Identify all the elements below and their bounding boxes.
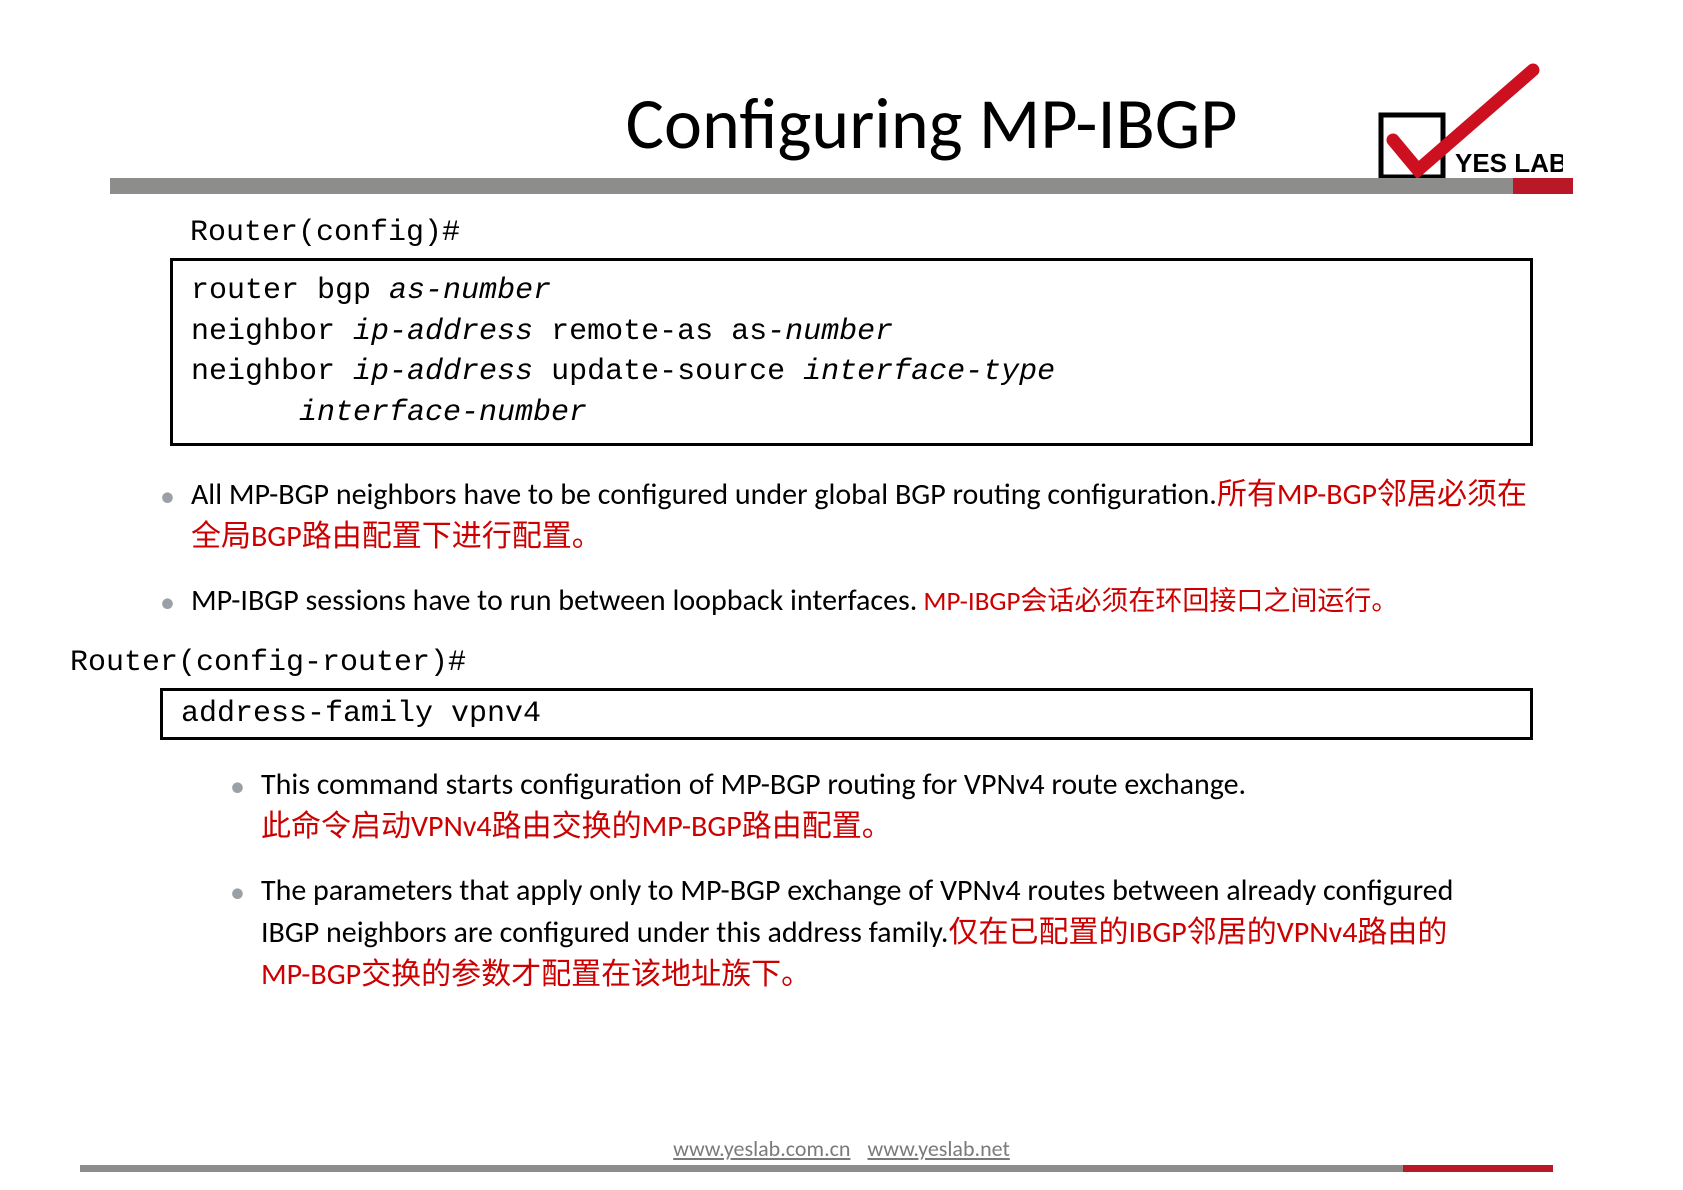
bullet-en: MP-IBGP sessions have to run between loo… — [191, 582, 917, 619]
code-text: remote-as as — [533, 315, 767, 349]
code-box-1: router bgp as-number neighbor ip-address… — [170, 258, 1533, 446]
title-row: Configuring MP-IBGP YES LAB — [130, 80, 1553, 168]
footer: www.yeslab.com.cn www.yeslab.net — [0, 1136, 1683, 1172]
code-param: ip-address — [353, 315, 533, 349]
bullet-zh: MP-IBGP会话必须在环回接口之间运行。 — [917, 585, 1398, 618]
bullet-dot-icon: • — [230, 766, 245, 808]
bullet-dot-icon: • — [160, 582, 175, 624]
bullet-item: • This command starts configuration of M… — [230, 764, 1493, 848]
code-text: router bgp — [191, 274, 389, 308]
bullet-list-top: • All MP-BGP neighbors have to be config… — [160, 474, 1533, 624]
divider-bar — [110, 178, 1573, 194]
footer-link-1[interactable]: www.yeslab.com.cn — [673, 1135, 850, 1162]
bullet-en: All MP-BGP neighbors have to be configur… — [191, 476, 1217, 513]
footer-bar — [80, 1165, 1403, 1172]
code-text: address-family vpnv4 — [181, 697, 541, 731]
bullet-text: This command starts configuration of MP-… — [261, 764, 1493, 848]
bullet-dot-icon: • — [230, 872, 245, 914]
bullet-item: • The parameters that apply only to MP-B… — [230, 870, 1493, 996]
cli-prompt-config: Router(config)# — [190, 216, 1553, 250]
bullet-text: All MP-BGP neighbors have to be configur… — [191, 474, 1533, 558]
bullet-item: • All MP-BGP neighbors have to be config… — [160, 474, 1533, 558]
cli-prompt-config-router: Router(config-router)# — [70, 646, 1553, 680]
footer-bar-accent — [1403, 1165, 1553, 1172]
bullet-text: MP-IBGP sessions have to run between loo… — [191, 580, 1533, 622]
logo-text: YES LAB — [1455, 148, 1563, 178]
bullet-list-bottom: • This command starts configuration of M… — [230, 764, 1493, 996]
code-param: ip-address — [353, 355, 533, 389]
bullet-item: • MP-IBGP sessions have to run between l… — [160, 580, 1533, 624]
footer-link-2[interactable]: www.yeslab.net — [867, 1135, 1009, 1162]
bullet-text: The parameters that apply only to MP-BGP… — [261, 870, 1493, 996]
bullet-en: This command starts configuration of MP-… — [261, 766, 1246, 803]
code-param: interface-type — [803, 355, 1055, 389]
page-title: Configuring MP-IBGP — [130, 80, 1553, 168]
footer-links: www.yeslab.com.cn www.yeslab.net — [0, 1135, 1683, 1162]
code-param: -number — [767, 315, 893, 349]
bullet-dot-icon: • — [160, 476, 175, 518]
bullet-zh: 此命令启动VPNv4路由交换的MP-BGP路由配置。 — [261, 808, 892, 845]
code-param: interface-number — [191, 396, 587, 430]
code-text: neighbor — [191, 355, 353, 389]
slide: Configuring MP-IBGP YES LAB Router(confi… — [0, 0, 1683, 1190]
code-text: neighbor — [191, 315, 353, 349]
code-param: as-number — [389, 274, 551, 308]
code-box-2: address-family vpnv4 — [160, 688, 1533, 740]
code-text: update-source — [533, 355, 803, 389]
